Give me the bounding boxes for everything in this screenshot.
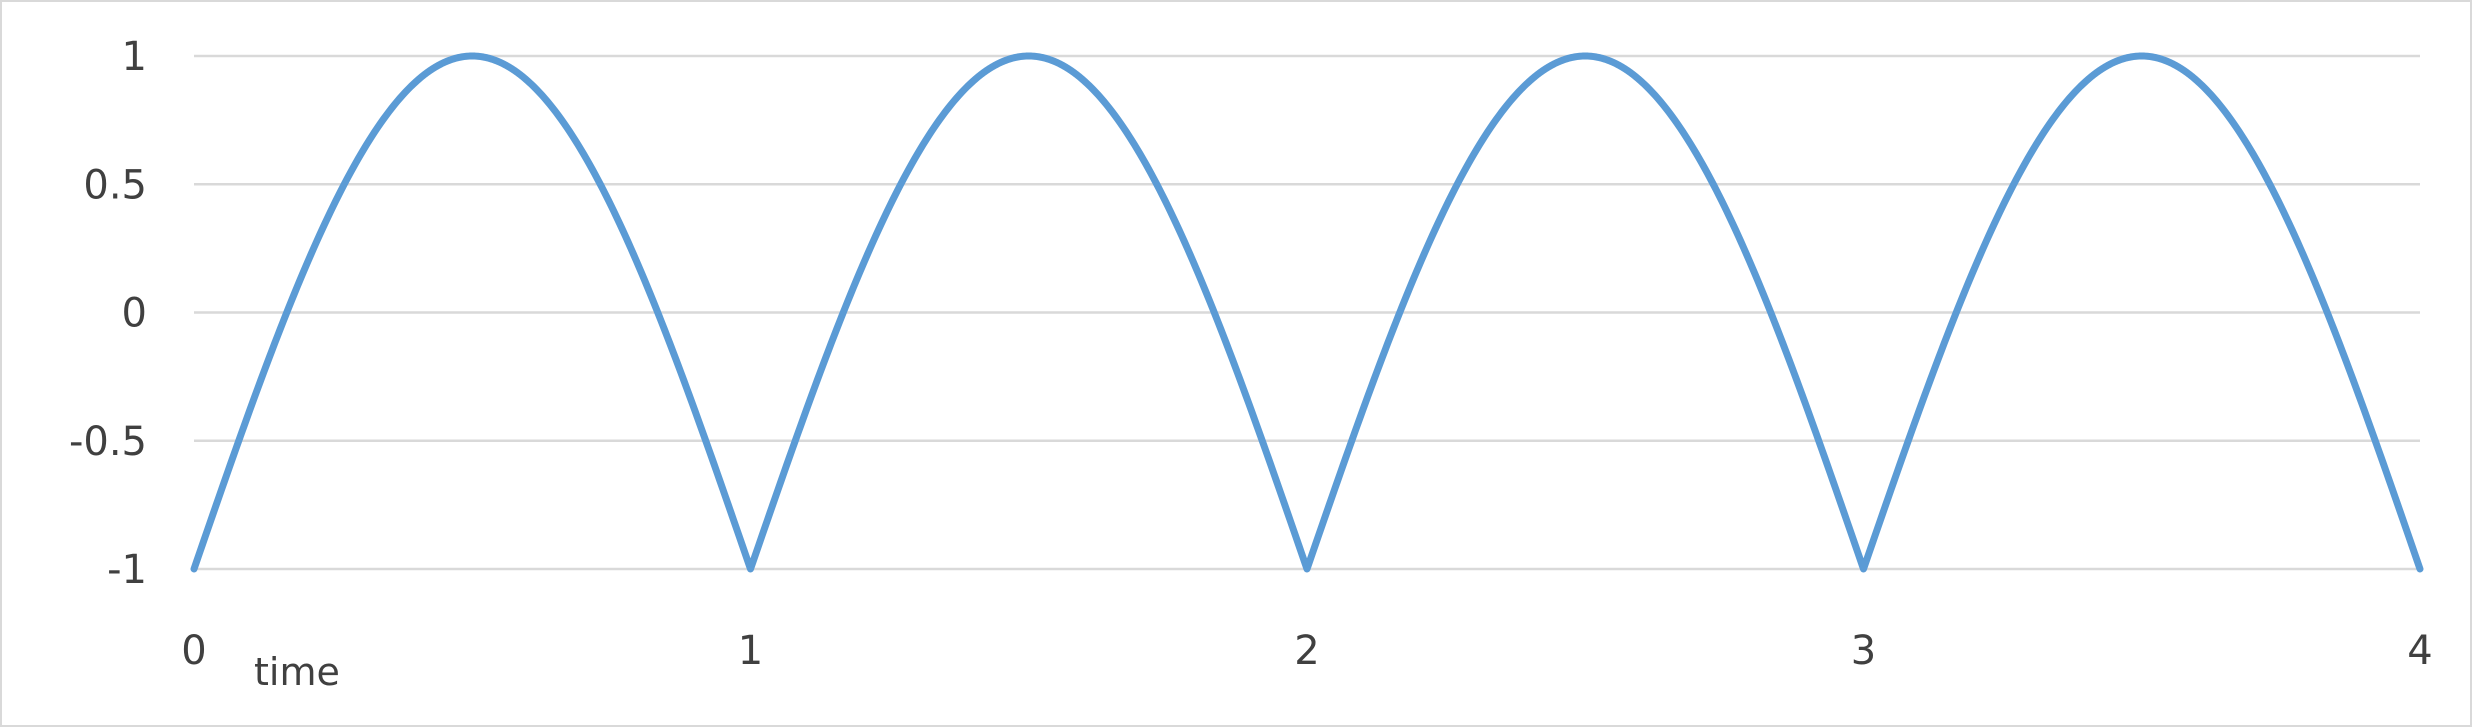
x-tick-label: 2 (1294, 628, 1319, 674)
gridlines (194, 54, 2420, 571)
x-axis-tick-labels: 0 1 2 3 4 (181, 628, 2432, 674)
y-tick-label: 0 (122, 291, 147, 337)
x-tick-label: 0 (181, 628, 206, 674)
y-tick-label: 1 (122, 34, 147, 80)
y-tick-label: -0.5 (69, 419, 147, 465)
y-axis-tick-labels: 1 0.5 0 -0.5 -1 (69, 34, 147, 593)
x-tick-label: 1 (738, 628, 763, 674)
series-line (190, 52, 2424, 573)
x-tick-label: 4 (2407, 628, 2432, 674)
y-tick-label: 0.5 (83, 162, 147, 208)
series-layer (190, 52, 2424, 573)
x-axis-title: time (254, 650, 340, 694)
x-tick-label: 3 (1851, 628, 1876, 674)
y-tick-label: -1 (107, 547, 147, 593)
